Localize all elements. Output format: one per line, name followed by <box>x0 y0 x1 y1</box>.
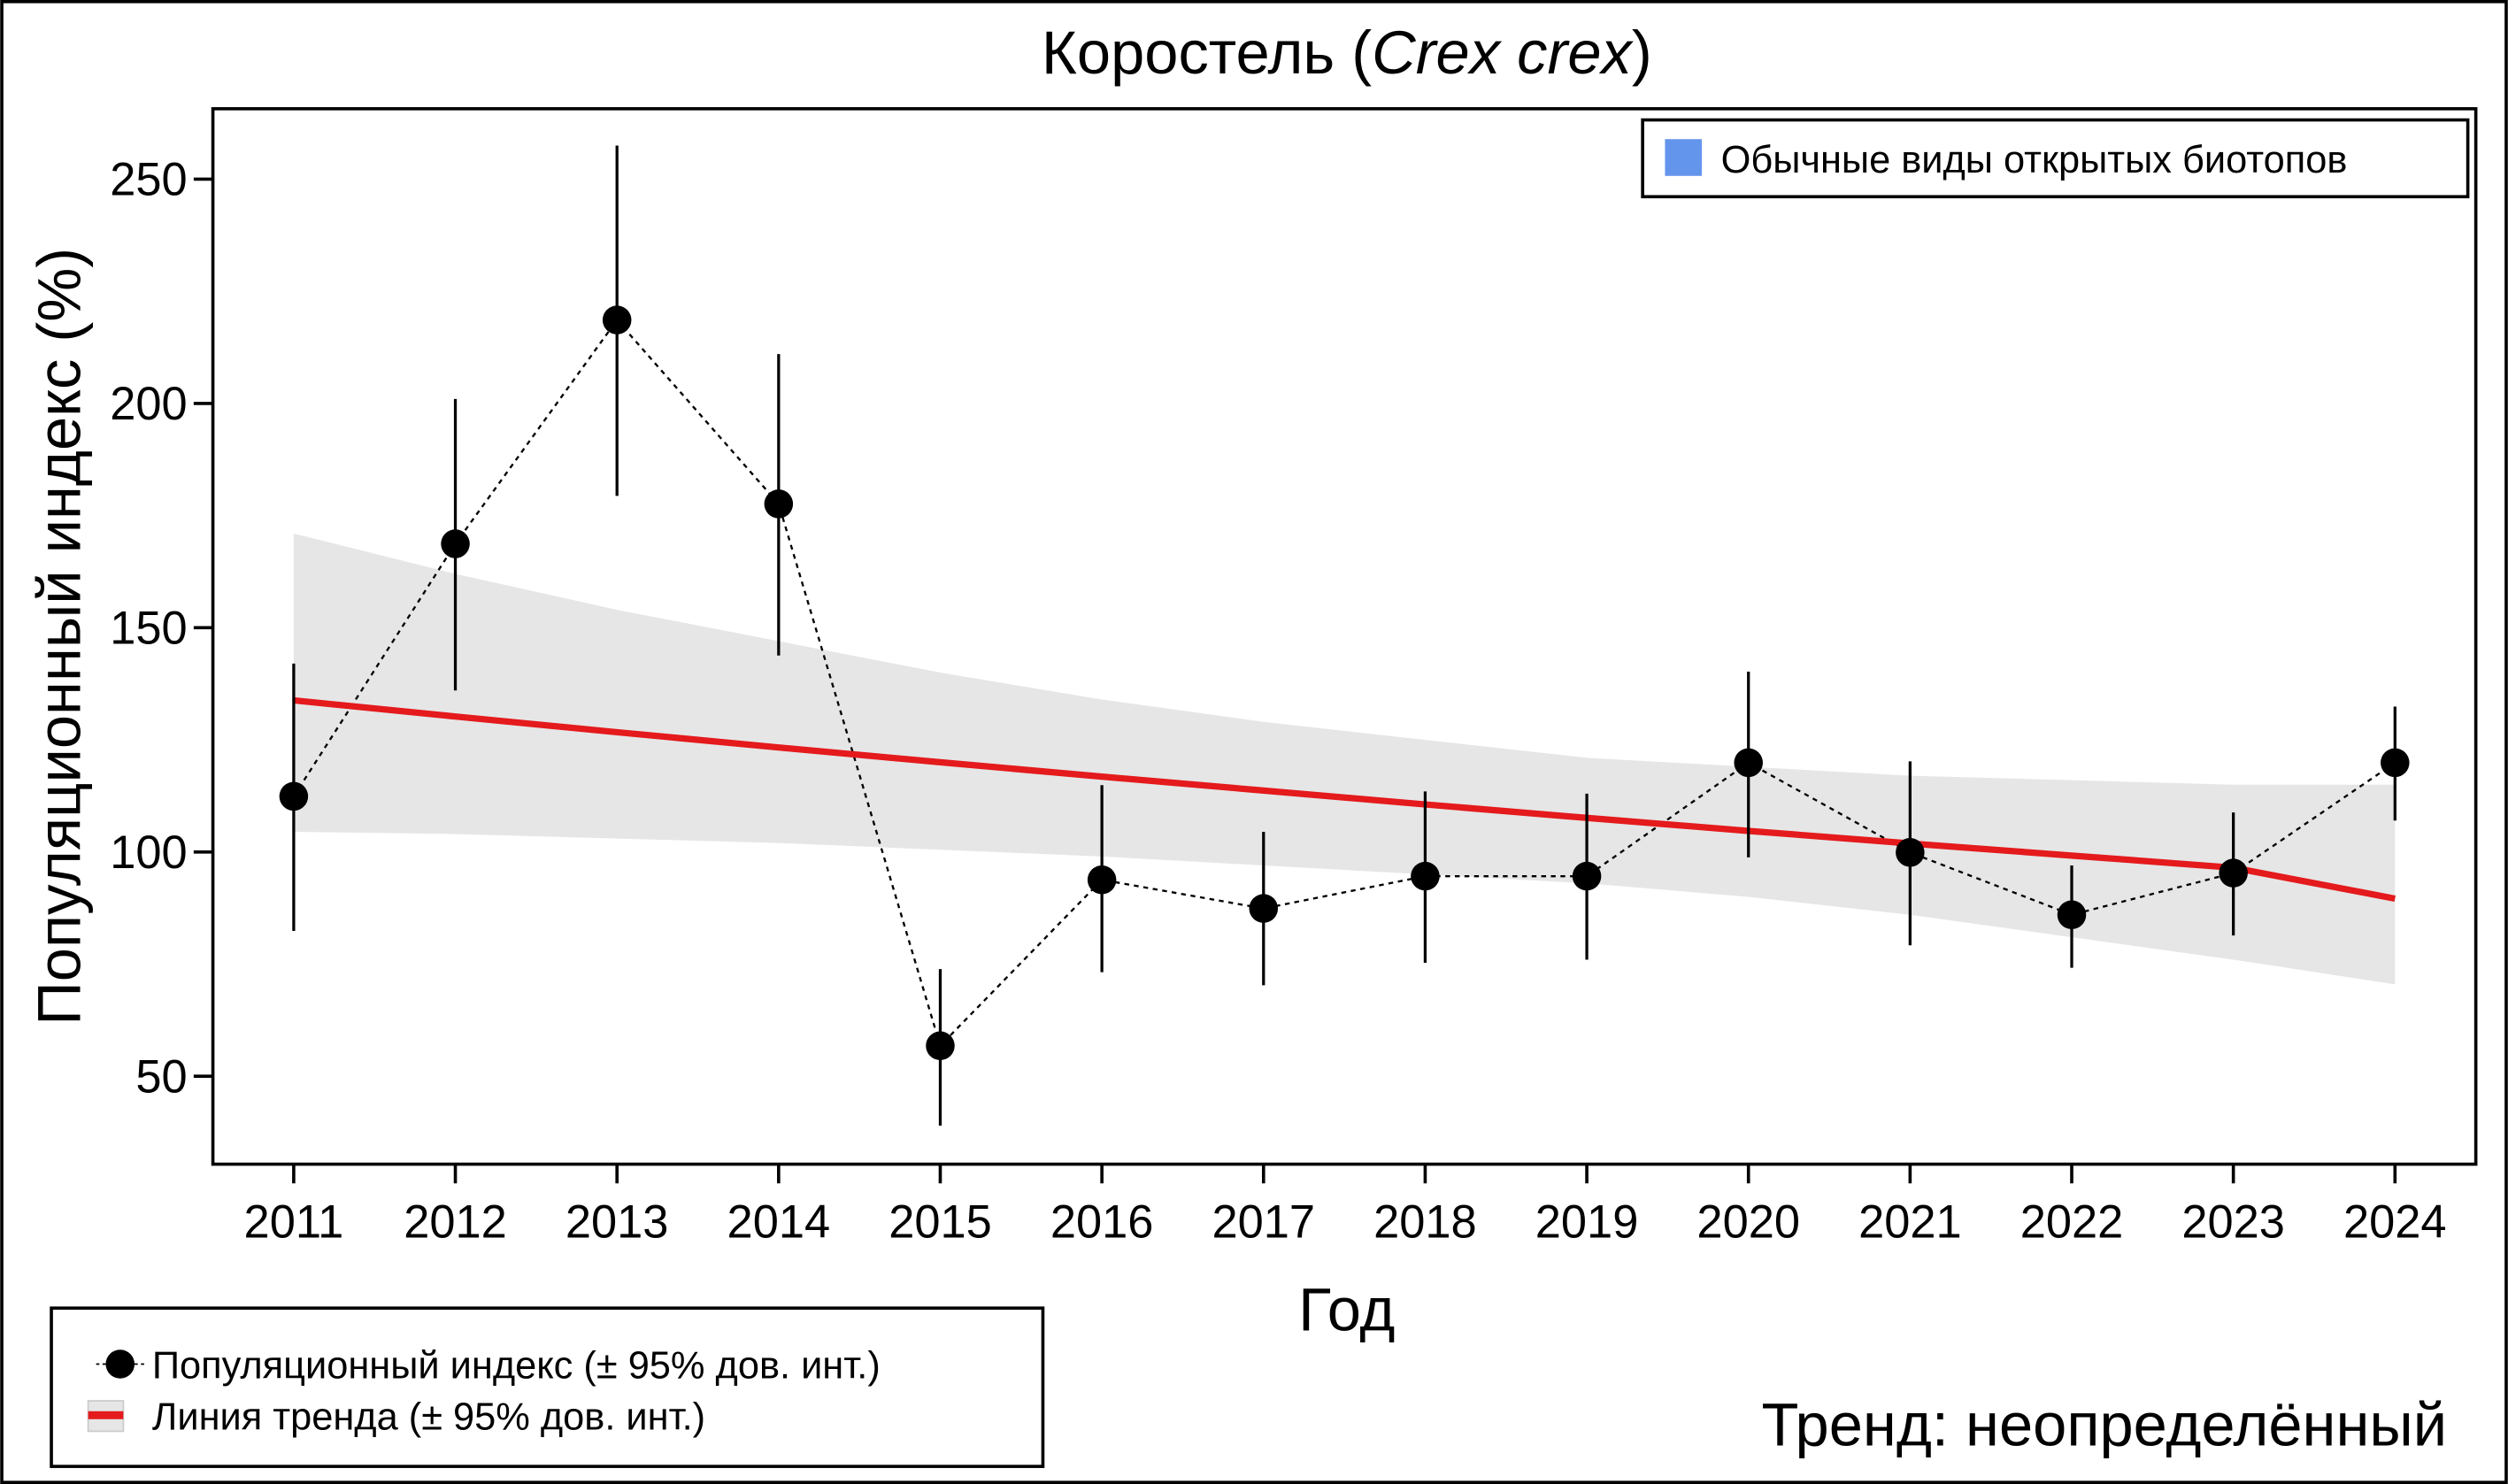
plot-area <box>279 145 2410 1126</box>
x-tick-label-2018: 2018 <box>1373 1197 1477 1249</box>
x-tick-label-2013: 2013 <box>565 1197 669 1249</box>
data-point-2017 <box>1249 894 1279 923</box>
x-tick-label-2022: 2022 <box>2020 1197 2124 1249</box>
data-point-2016 <box>1087 865 1117 895</box>
data-point-2011 <box>279 781 309 811</box>
legend-point-marker <box>105 1349 135 1379</box>
x-tick-label-2017: 2017 <box>1212 1197 1315 1249</box>
group-legend-box <box>1641 118 2470 199</box>
data-point-2019 <box>1572 861 1602 891</box>
x-tick-label-2011: 2011 <box>244 1197 344 1249</box>
trend-line <box>293 696 2396 903</box>
group-color-swatch <box>1665 139 1702 176</box>
trend-confidence-band <box>293 533 2396 985</box>
plot-frame <box>211 107 2478 1166</box>
y-tick-label-100: 100 <box>110 827 187 879</box>
x-tick-label-2024: 2024 <box>2343 1197 2447 1249</box>
x-tick-label-2019: 2019 <box>1535 1197 1639 1249</box>
x-tick-label-2012: 2012 <box>404 1197 507 1249</box>
x-tick-label-2023: 2023 <box>2181 1197 2285 1249</box>
data-point-2012 <box>441 529 470 558</box>
data-point-2024 <box>2381 748 2410 778</box>
y-tick-label-250: 250 <box>110 155 187 206</box>
y-tick-label-200: 200 <box>110 379 187 430</box>
x-tick-label-2015: 2015 <box>889 1197 992 1249</box>
data-point-2021 <box>1896 838 1925 867</box>
y-axis-label: Популяционный индекс (%) <box>26 248 94 1026</box>
x-axis: 2011 2012 2013 2014 2015 2016 2017 2018 2019 2020… <box>244 1164 2447 1249</box>
y-axis: 50 100 150 200 250 <box>110 155 213 1103</box>
data-point-2018 <box>1411 861 1440 891</box>
data-point-2013 <box>602 305 632 334</box>
series-legend: Популяционный индекс (± 95% дов. инт.) Л… <box>50 1306 1045 1468</box>
chart-title: Коростель (Crex crex) <box>1042 19 1652 87</box>
group-legend: Обычные виды открытых биотопов <box>1641 118 2470 199</box>
trend-status-text: Тренд: неопределённый <box>1761 1391 2447 1459</box>
x-tick-label-2020: 2020 <box>1696 1197 1800 1249</box>
legend-trend-label: Линия тренда (± 95% дов. инт.) <box>152 1396 705 1439</box>
x-axis-label: Год <box>1298 1276 1395 1344</box>
index-dotted-line <box>292 318 2396 1049</box>
y-tick-label-150: 150 <box>110 603 187 654</box>
data-point-2022 <box>2057 900 2087 930</box>
y-tick-label-50: 50 <box>135 1051 187 1103</box>
data-point-2020 <box>1734 748 1763 778</box>
x-tick-label-2016: 2016 <box>1050 1197 1154 1249</box>
x-tick-label-2014: 2014 <box>727 1197 831 1249</box>
data-point-2015 <box>926 1031 955 1061</box>
data-point-2014 <box>764 489 794 519</box>
group-legend-label: Обычные виды открытых биотопов <box>1721 139 2348 181</box>
legend-index-label: Популяционный индекс (± 95% дов. инт.) <box>152 1345 881 1388</box>
series-legend-box <box>50 1306 1045 1468</box>
x-tick-label-2021: 2021 <box>1858 1197 1962 1249</box>
data-point-2023 <box>2219 858 2248 888</box>
